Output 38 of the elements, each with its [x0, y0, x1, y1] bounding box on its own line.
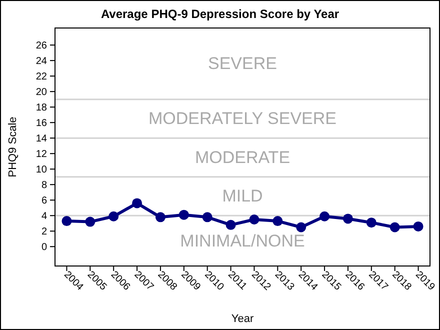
chart-title: Average PHQ-9 Depression Score by Year [100, 7, 340, 21]
y-tick-label: 12 [36, 149, 48, 160]
y-tick-label: 26 [36, 40, 48, 52]
point [62, 216, 72, 226]
y-tick-label: 4 [41, 211, 48, 222]
point [342, 214, 353, 224]
point [85, 216, 96, 227]
point [132, 198, 142, 208]
point [390, 222, 400, 232]
point [108, 211, 119, 222]
annotation: SEVERE [208, 54, 277, 74]
y-tick-label: 8 [41, 180, 48, 192]
point [320, 211, 330, 222]
annotation: MINIMAL/NONE [180, 231, 305, 250]
y-tick-label: 2 [41, 226, 48, 238]
y-tick-label: 20 [36, 87, 48, 98]
annotation: MILD [222, 186, 263, 206]
y-tick-label: 24 [36, 56, 48, 68]
point [202, 212, 212, 222]
y-axis-title: PHQ9 Scale [7, 116, 19, 178]
point [413, 221, 424, 232]
annotation: MODERATELY SEVERE [148, 109, 336, 128]
y-tick-label: 6 [41, 196, 48, 207]
point [178, 210, 189, 220]
point [249, 214, 260, 224]
point [226, 220, 236, 230]
y-tick-label: 0 [41, 242, 48, 254]
y-tick-label: 10 [36, 164, 48, 176]
y-tick-label: 22 [36, 72, 48, 83]
point [296, 222, 306, 232]
y-tick-label: 16 [36, 118, 48, 130]
x-axis-title: Year [231, 313, 254, 325]
point [155, 212, 166, 222]
point [272, 216, 283, 226]
annotation: MODERATE [194, 148, 290, 167]
y-tick-label: 18 [36, 102, 48, 114]
y-tick-label: 14 [36, 134, 48, 145]
point [366, 218, 376, 228]
